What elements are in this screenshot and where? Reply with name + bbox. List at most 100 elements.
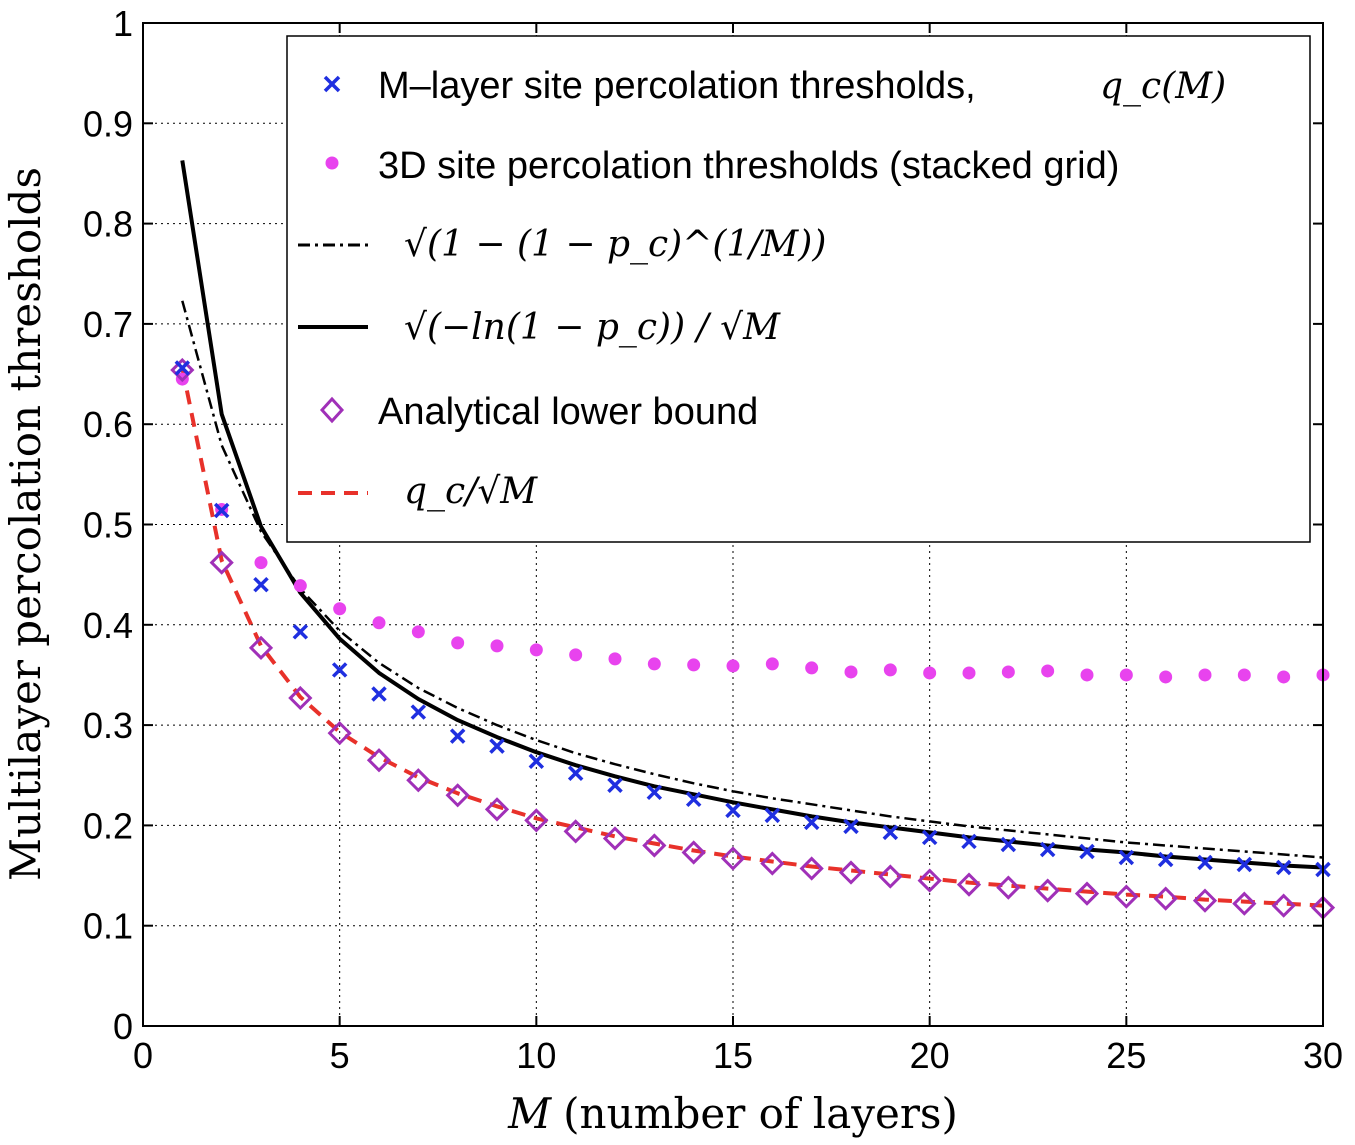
legend-marker-dot <box>325 156 339 170</box>
legend-math-mlayer: q_c(M) <box>1100 66 1226 107</box>
point-grid3d <box>962 666 976 680</box>
point-mlayer <box>646 784 663 801</box>
legend-entry-grid3d: 3D site percolation thresholds (stacked … <box>325 145 1119 187</box>
series-line-root <box>181 300 1324 859</box>
point-mlayer-stroke <box>1118 849 1135 866</box>
point-grid3d <box>805 661 819 675</box>
point-bound <box>248 635 274 660</box>
point-mlayer-stroke <box>882 824 899 841</box>
point-mlayer <box>1275 859 1292 876</box>
point-mlayer <box>174 360 191 376</box>
point-grid3d <box>1277 670 1291 684</box>
point-mlayer <box>213 502 230 519</box>
point-grid3d <box>726 659 740 673</box>
y-tick-label: 0.1 <box>83 906 133 947</box>
point-mlayer-stroke <box>489 738 505 754</box>
legend-label-grid3d: 3D site percolation thresholds (stacked … <box>378 145 1119 187</box>
legend-label-mlayer: M–layer site percolation thresholds, <box>378 65 976 107</box>
y-tick-label: 0 <box>113 1006 133 1047</box>
point-bound <box>170 357 195 383</box>
point-mlayer-stroke <box>843 818 859 835</box>
x-tick-label: 0 <box>133 1035 153 1076</box>
point-bound <box>1232 891 1257 916</box>
x-axis-label: M (number of layers) <box>507 1089 958 1138</box>
point-mlayer <box>725 802 741 819</box>
point-grid3d <box>529 643 543 657</box>
y-tick-label: 0.6 <box>83 404 133 445</box>
point-bound <box>917 868 942 893</box>
point-mlayer <box>803 814 820 831</box>
x-axis-label-rest: (number of layers) <box>563 1089 958 1138</box>
point-grid3d <box>1159 670 1173 684</box>
point-mlayer <box>1236 856 1253 873</box>
point-mlayer-stroke <box>567 765 584 781</box>
point-bound <box>1192 888 1218 913</box>
point-grid3d <box>883 663 897 677</box>
point-bound <box>563 819 588 844</box>
point-bound <box>720 846 746 871</box>
point-grid3d <box>1198 668 1212 682</box>
x-tick-label: 20 <box>910 1035 950 1076</box>
point-mlayer-stroke <box>331 662 348 678</box>
point-grid3d <box>372 616 386 630</box>
point-bound <box>642 833 667 858</box>
point-grid3d <box>293 579 307 593</box>
point-mlayer-stroke <box>410 704 427 720</box>
point-mlayer <box>843 818 859 835</box>
legend-marker-x <box>323 75 341 93</box>
point-bound <box>1074 881 1100 906</box>
point-mlayer <box>253 576 269 593</box>
point-mlayer-stroke <box>292 624 309 640</box>
point-mlayer-stroke <box>1197 854 1213 871</box>
point-mlayer-stroke <box>961 833 977 850</box>
point-mlayer-stroke <box>213 502 230 519</box>
series-layer <box>170 160 1336 920</box>
y-tick-label: 0.7 <box>83 304 133 345</box>
point-mlayer <box>921 829 938 846</box>
point-bound <box>406 768 431 793</box>
point-grid3d <box>490 639 504 653</box>
point-bound <box>288 685 313 711</box>
y-axis-label: Multilayer percolation thresholds <box>1 167 50 881</box>
point-grid3d <box>687 658 701 672</box>
point-mlayer-stroke <box>1000 836 1017 853</box>
point-grid3d <box>254 556 268 570</box>
legend-entry-qc: q_c/√M <box>298 471 538 512</box>
y-tick-label: 0.8 <box>83 204 133 245</box>
point-mlayer-stroke <box>174 360 191 376</box>
x-tick-label: 25 <box>1106 1035 1146 1076</box>
ticks: 0 5 10 15 20 25 30 0 0.1 0.2 0.3 0.4 0.5 0.6 0.7 0.8 0.9… <box>83 3 1343 1076</box>
point-mlayer <box>371 686 387 702</box>
point-bound <box>681 840 706 865</box>
point-mlayer <box>1197 854 1213 871</box>
point-bound <box>1114 884 1139 909</box>
y-tick-label: 0.5 <box>83 505 133 546</box>
point-mlayer <box>961 833 977 850</box>
point-grid3d <box>608 652 622 666</box>
legend-entry-root: √(1 − (1 − p_c)^(1/M)) <box>298 224 826 265</box>
point-mlayer <box>410 704 427 720</box>
point-mlayer-stroke <box>646 784 663 801</box>
point-mlayer-stroke <box>1079 843 1095 860</box>
point-mlayer <box>764 807 781 824</box>
point-bound <box>327 721 352 746</box>
point-bound <box>445 783 470 808</box>
point-mlayer-stroke <box>1157 851 1174 868</box>
point-mlayer <box>685 791 702 808</box>
legend-math-root: √(1 − (1 − p_c)^(1/M)) <box>404 224 826 265</box>
point-mlayer-stroke <box>253 576 269 593</box>
point-mlayer <box>607 777 623 794</box>
legend-entry-bound: Analytical lower bound <box>319 391 758 433</box>
point-mlayer-stroke <box>764 807 781 824</box>
point-bound <box>366 748 392 773</box>
point-mlayer <box>1118 849 1135 866</box>
legend-label-bound: Analytical lower bound <box>378 391 758 433</box>
point-mlayer-stroke <box>371 686 387 702</box>
point-bound <box>760 851 785 876</box>
point-mlayer-stroke <box>449 728 466 744</box>
point-grid3d <box>1041 664 1055 678</box>
point-mlayer-stroke <box>528 753 545 769</box>
point-bound <box>878 864 903 889</box>
point-bound <box>209 550 234 575</box>
